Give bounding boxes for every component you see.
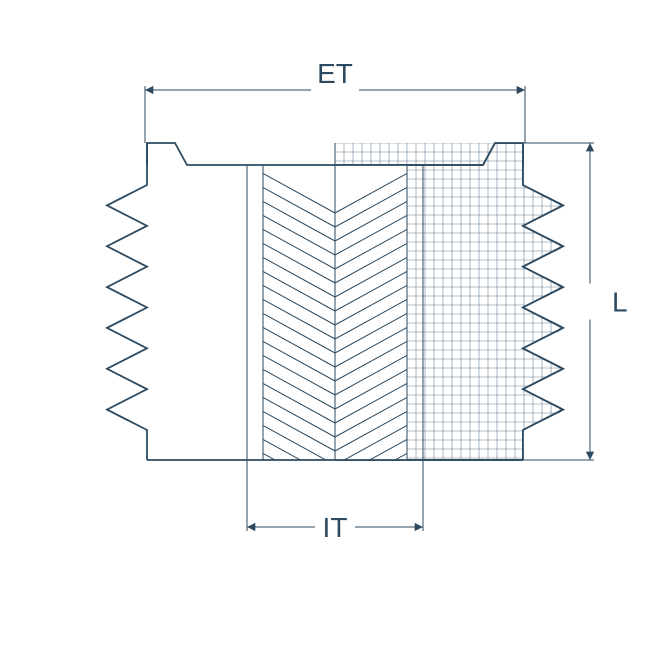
external-thread-left	[107, 143, 147, 460]
bore-mask-right	[335, 165, 407, 460]
labels-IT-label: IT	[323, 512, 348, 543]
labels-L-label: L	[612, 287, 628, 318]
labels-ET-label: ET	[317, 58, 353, 89]
